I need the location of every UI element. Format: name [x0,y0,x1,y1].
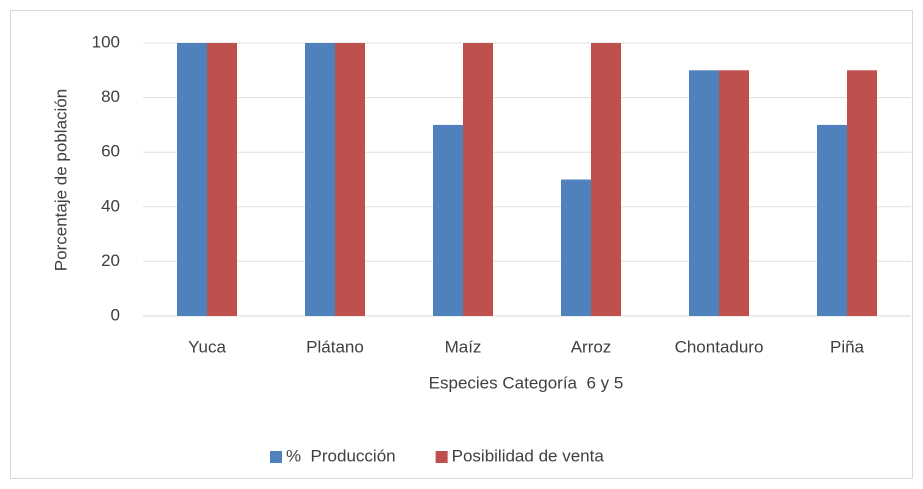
y-tick-label: 60 [101,142,120,161]
legend-label: Posibilidad de venta [452,446,605,465]
x-tick-label: Chontaduro [675,337,764,356]
y-tick-label: 20 [101,251,120,270]
y-tick-label: 0 [111,305,120,324]
legend-label: % Producción [286,446,396,465]
y-tick-label: 100 [92,32,120,51]
bar [719,70,749,316]
bar [433,124,463,317]
x-tick-label: Piña [830,337,865,356]
bar [847,70,877,316]
bar [177,43,207,316]
bar [463,43,493,316]
bar [561,179,591,316]
x-tick-label: Plátano [306,337,364,356]
legend-swatch [435,451,448,463]
y-tick-label: 80 [101,87,120,106]
bar [689,70,719,316]
y-tick-label: 40 [101,196,120,215]
bar [817,124,847,317]
x-tick-label: Yuca [188,337,226,356]
bar [335,43,365,316]
bar [591,43,621,316]
x-axis-title: Especies Categoría 6 y 5 [429,373,624,392]
x-tick-label: Maíz [445,337,482,356]
bar [305,43,335,316]
bar [207,43,237,316]
legend-swatch [270,451,282,463]
y-axis-title: Porcentaje de población [51,89,70,271]
x-tick-label: Arroz [571,337,612,356]
